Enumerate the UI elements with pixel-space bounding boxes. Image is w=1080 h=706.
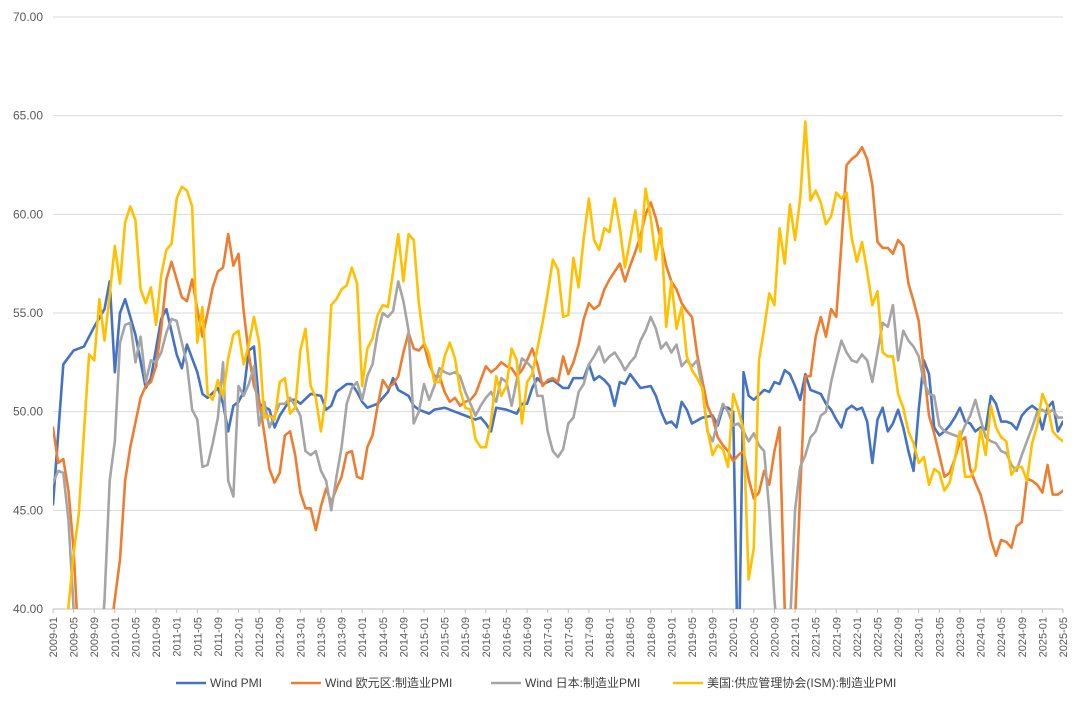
x-tick-label: 2013-09 bbox=[337, 617, 349, 657]
series-line-2 bbox=[53, 280, 1063, 609]
x-tick-label: 2021-01 bbox=[790, 617, 802, 657]
x-tick-label: 2024-05 bbox=[996, 617, 1008, 657]
legend-label-3: 美国:供应管理协会(ISM):制造业PMI bbox=[707, 675, 896, 690]
x-tick-label: 2020-05 bbox=[749, 617, 761, 657]
x-tick-label: 2010-01 bbox=[110, 617, 122, 657]
plot-area bbox=[53, 120, 1063, 609]
x-tick-label: 2010-09 bbox=[151, 617, 163, 657]
x-axis-tick-labels: 2009-01 2009-05 2009-09 2010-01 2010-05 2010-… bbox=[48, 609, 1070, 657]
x-tick-label: 2015-05 bbox=[440, 617, 452, 657]
y-tick-label: 45.00 bbox=[13, 503, 43, 517]
x-tick-label: 2011-01 bbox=[172, 617, 184, 657]
legend-label-2: Wind 日本:制造业PMI bbox=[525, 676, 640, 690]
y-tick-label: 65.00 bbox=[13, 109, 43, 123]
x-tick-label: 2009-05 bbox=[69, 617, 81, 657]
x-tick-label: 2018-09 bbox=[646, 617, 658, 657]
series-line-3 bbox=[67, 120, 1063, 609]
x-tick-label: 2017-01 bbox=[543, 617, 555, 657]
x-tick-label: 2020-09 bbox=[769, 617, 781, 657]
x-tick-label: 2012-01 bbox=[234, 617, 246, 657]
x-tick-label: 2019-05 bbox=[687, 617, 699, 657]
x-tick-label: 2017-05 bbox=[563, 617, 575, 657]
x-tick-label: 2012-09 bbox=[275, 617, 287, 657]
x-tick-label: 2024-01 bbox=[976, 617, 988, 657]
y-axis: 40.00 45.00 50.00 55.00 60.00 65.00 70.00 bbox=[13, 10, 43, 616]
x-tick-label: 2014-01 bbox=[357, 617, 369, 657]
y-tick-label: 70.00 bbox=[13, 10, 43, 24]
x-tick-label: 2019-09 bbox=[708, 617, 720, 657]
y-tick-label: 60.00 bbox=[13, 207, 43, 221]
x-tick-label: 2011-05 bbox=[192, 617, 204, 657]
x-tick-label: 2024-09 bbox=[1017, 617, 1029, 657]
x-tick-label: 2011-09 bbox=[213, 617, 225, 657]
x-tick-label: 2016-01 bbox=[481, 617, 493, 657]
x-tick-label: 2023-05 bbox=[934, 617, 946, 657]
x-tick-label: 2014-09 bbox=[398, 617, 410, 657]
x-tick-label: 2022-01 bbox=[852, 617, 864, 657]
x-tick-label: 2012-05 bbox=[254, 617, 266, 657]
y-tick-label: 50.00 bbox=[13, 405, 43, 419]
y-tick-label: 40.00 bbox=[13, 602, 43, 616]
x-tick-label: 2022-09 bbox=[893, 617, 905, 657]
x-tick-label: 2025-05 bbox=[1058, 617, 1070, 657]
legend-label-1: Wind 欧元区:制造业PMI bbox=[325, 676, 452, 690]
x-tick-label: 2023-09 bbox=[955, 617, 967, 657]
x-tick-label: 2013-05 bbox=[316, 617, 328, 657]
x-tick-label: 2021-09 bbox=[831, 617, 843, 657]
x-tick-label: 2020-01 bbox=[728, 617, 740, 657]
series-group bbox=[53, 120, 1063, 609]
x-tick-label: 2013-01 bbox=[295, 617, 307, 657]
x-tick-label: 2018-05 bbox=[625, 617, 637, 657]
y-tick-label: 55.00 bbox=[13, 306, 43, 320]
x-tick-label: 2019-01 bbox=[666, 617, 678, 657]
x-tick-label: 2018-01 bbox=[605, 617, 617, 657]
x-tick-label: 2021-05 bbox=[811, 617, 823, 657]
x-tick-label: 2016-05 bbox=[501, 617, 513, 657]
x-tick-label: 2009-01 bbox=[48, 617, 60, 657]
legend: Wind PMI Wind 欧元区:制造业PMI Wind 日本:制造业PMI 美国:… bbox=[176, 675, 896, 690]
x-tick-label: 2025-01 bbox=[1037, 617, 1049, 657]
x-tick-label: 2015-01 bbox=[419, 617, 431, 657]
x-tick-label: 2015-09 bbox=[460, 617, 472, 657]
x-tick-label: 2014-05 bbox=[378, 617, 390, 657]
x-tick-label: 2009-09 bbox=[89, 617, 101, 657]
x-tick-label: 2017-09 bbox=[584, 617, 596, 657]
x-tick-label: 2016-09 bbox=[522, 617, 534, 657]
x-tick-label: 2010-05 bbox=[130, 617, 142, 657]
x-tick-label: 2023-01 bbox=[914, 617, 926, 657]
legend-label-0: Wind PMI bbox=[210, 676, 262, 690]
gridlines bbox=[53, 16, 1063, 511]
x-tick-label: 2022-05 bbox=[872, 617, 884, 657]
series-line-1 bbox=[53, 145, 1063, 609]
